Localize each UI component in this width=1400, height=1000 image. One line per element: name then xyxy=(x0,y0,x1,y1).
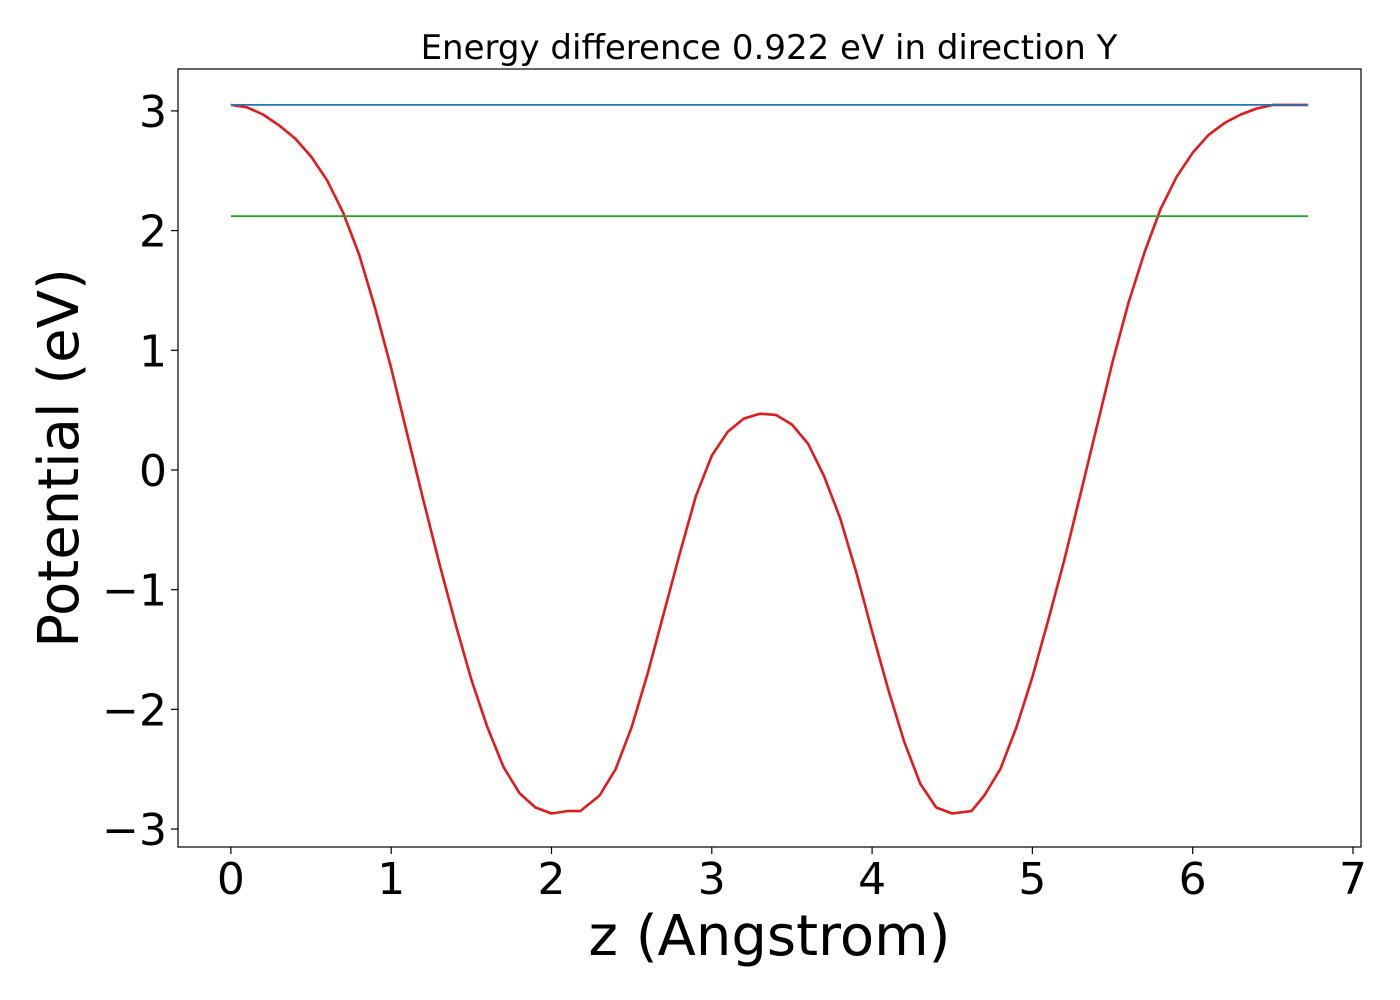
x-axis-ticks: 0 1 2 3 4 5 6 7 xyxy=(217,847,1367,905)
y-axis-ticks: −3 −2 −1 0 1 2 3 xyxy=(102,87,178,856)
series-layer xyxy=(230,103,1309,815)
x-axis-label: z (Angstrom) xyxy=(589,904,951,969)
x-tick-label: 7 xyxy=(1339,854,1367,905)
x-tick-label: 3 xyxy=(698,854,726,905)
y-tick-label: −2 xyxy=(102,685,167,736)
y-tick-label: 1 xyxy=(139,326,167,377)
x-tick-label: 4 xyxy=(858,854,886,905)
chart-title: Energy difference 0.922 eV in direction … xyxy=(421,28,1118,68)
y-tick-label: 3 xyxy=(139,87,167,138)
y-tick-label: −3 xyxy=(102,805,167,856)
x-tick-label: 2 xyxy=(537,854,565,905)
x-tick-label: 5 xyxy=(1018,854,1046,905)
x-tick-label: 0 xyxy=(217,854,245,905)
y-tick-label: 0 xyxy=(139,446,167,497)
x-tick-label: 1 xyxy=(377,854,405,905)
plot-frame xyxy=(177,68,1362,848)
series-line-1 xyxy=(230,103,1309,815)
x-tick-label: 6 xyxy=(1179,854,1207,905)
y-tick-label: 2 xyxy=(139,207,167,258)
y-tick-label: −1 xyxy=(102,566,167,617)
y-axis-label: Potential (eV) xyxy=(27,268,92,648)
